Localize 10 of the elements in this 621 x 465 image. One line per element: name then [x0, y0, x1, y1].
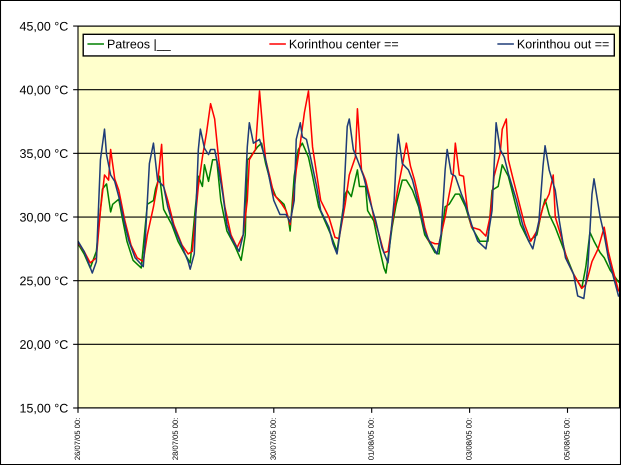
- legend-label: Korinthou out ==: [518, 39, 609, 48]
- y-tick-label: 35,00 °C: [20, 149, 68, 160]
- legend-label: Patreos |__: [108, 39, 171, 51]
- y-tick-label: 25,00 °C: [20, 276, 68, 287]
- legend-label: Korinthou center ==: [290, 39, 398, 48]
- y-tick-label: 30,00 °C: [20, 212, 68, 224]
- y-tick-label: 15,00 °C: [20, 404, 68, 414]
- y-tick-label: 20,00 °C: [20, 340, 68, 350]
- y-tick-label: 45,00 °C: [20, 22, 68, 32]
- y-tick-label: 40,00 °C: [20, 86, 68, 96]
